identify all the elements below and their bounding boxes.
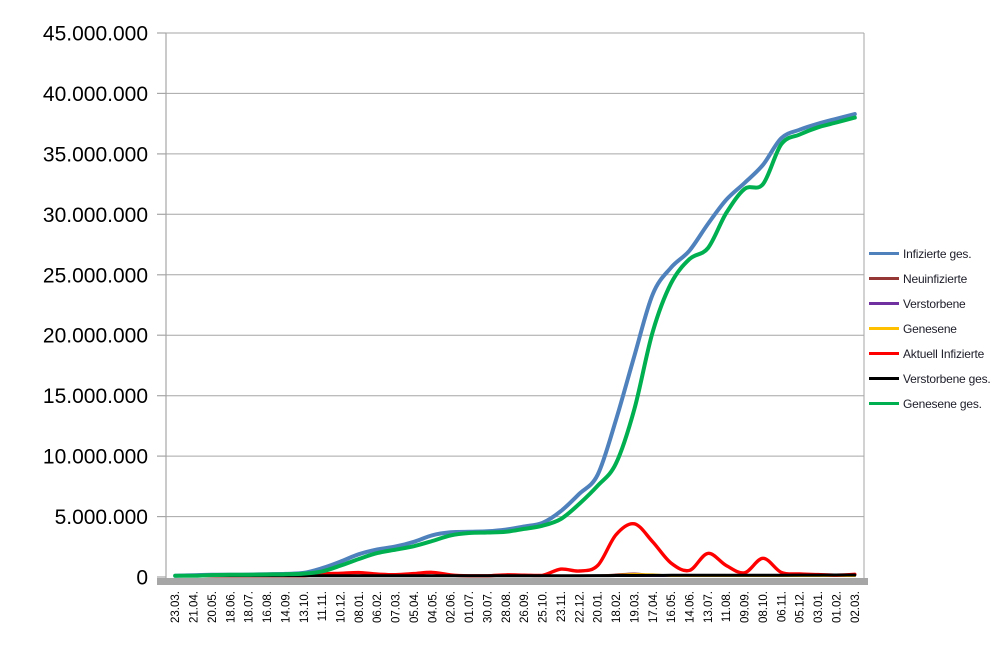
svg-text:03.01.: 03.01. (813, 591, 825, 623)
legend-label: Verstorbene (903, 296, 966, 311)
legend-line-swatch (869, 327, 899, 330)
legend-item-infizierte-ges[interactable]: Infizierte ges. (869, 241, 991, 266)
svg-text:01.02.: 01.02. (831, 591, 843, 623)
svg-text:30.07.: 30.07. (482, 591, 494, 623)
svg-text:10.12.: 10.12. (336, 591, 348, 623)
svg-text:16.05.: 16.05. (666, 591, 678, 623)
svg-text:20.05.: 20.05. (207, 591, 219, 623)
svg-text:02.06.: 02.06. (446, 591, 458, 623)
svg-text:06.02.: 06.02. (372, 591, 384, 623)
svg-text:45.000.000: 45.000.000 (43, 23, 148, 46)
legend-line-swatch (869, 352, 899, 355)
svg-text:23.03.: 23.03. (170, 591, 182, 623)
svg-text:22.12.: 22.12. (574, 591, 586, 623)
svg-text:5.000.000: 5.000.000 (55, 506, 148, 529)
svg-text:18.07.: 18.07. (244, 591, 256, 623)
svg-text:07.03.: 07.03. (391, 591, 403, 623)
svg-text:04.05.: 04.05. (427, 591, 439, 623)
svg-text:05.04.: 05.04. (409, 591, 421, 623)
legend-label: Verstorbene ges. (903, 371, 991, 386)
legend-label: Genesene (903, 321, 957, 336)
svg-text:40.000.000: 40.000.000 (43, 83, 148, 106)
legend-label: Aktuell Infizierte (903, 346, 985, 361)
svg-text:18.06.: 18.06. (225, 591, 237, 623)
legend-item-aktuell-infizierte[interactable]: Aktuell Infizierte (869, 341, 991, 366)
svg-text:26.09.: 26.09. (519, 591, 531, 623)
legend-line-swatch (869, 302, 899, 305)
legend-label: Genesene ges. (903, 396, 982, 411)
svg-text:13.07.: 13.07. (703, 591, 715, 623)
svg-text:14.06.: 14.06. (685, 591, 697, 623)
svg-text:25.000.000: 25.000.000 (43, 264, 148, 287)
legend-line-swatch (869, 377, 899, 380)
svg-text:06.11.: 06.11. (776, 591, 788, 622)
legend-item-genesene-ges[interactable]: Genesene ges. (869, 391, 991, 416)
series-line-infizierte-ges[interactable] (173, 112, 857, 578)
y-gridlines (166, 32, 864, 518)
legend-item-neuinfizierte[interactable]: Neuinfizierte (869, 266, 991, 291)
svg-text:25.10.: 25.10. (538, 591, 550, 623)
svg-text:23.11.: 23.11. (556, 591, 568, 622)
svg-text:35.000.000: 35.000.000 (43, 143, 148, 166)
y-axis-ticks (157, 32, 166, 578)
svg-text:13.10.: 13.10. (299, 591, 311, 623)
legend-item-verstorbene-ges[interactable]: Verstorbene ges. (869, 366, 991, 391)
svg-text:09.09.: 09.09. (740, 591, 752, 623)
svg-text:11.11.: 11.11. (317, 591, 329, 621)
legend-label: Infizierte ges. (903, 246, 972, 261)
svg-text:01.07.: 01.07. (464, 591, 476, 623)
legend-line-swatch (869, 402, 899, 405)
svg-text:20.01.: 20.01. (593, 591, 605, 623)
y-axis-labels: 45.000.000 40.000.000 35.000.000 30.000.000… (43, 23, 148, 590)
svg-text:0: 0 (136, 567, 148, 590)
svg-text:02.03.: 02.03. (850, 591, 862, 623)
legend-line-swatch (869, 277, 899, 280)
legend-line-swatch (869, 252, 899, 255)
x-axis-labels: 23.03. 21.04. 20.05. 18.06. 18.07. 16.08. 14.0… (170, 591, 862, 623)
svg-text:20.000.000: 20.000.000 (43, 325, 148, 348)
legend-item-verstorbene[interactable]: Verstorbene (869, 291, 991, 316)
legend: Infizierte ges. Neuinfizierte Verstorben… (869, 241, 991, 416)
svg-text:08.10.: 08.10. (758, 591, 770, 623)
svg-text:15.000.000: 15.000.000 (43, 385, 148, 408)
svg-text:14.09.: 14.09. (280, 591, 292, 623)
svg-text:05.12.: 05.12. (795, 591, 807, 623)
svg-text:16.08.: 16.08. (262, 591, 274, 623)
legend-item-genesene[interactable]: Genesene (869, 316, 991, 341)
svg-text:18.02.: 18.02. (611, 591, 623, 623)
svg-text:21.04.: 21.04. (189, 591, 201, 623)
svg-text:08.01.: 08.01. (354, 591, 366, 623)
x-axis-bar (157, 578, 868, 585)
svg-text:28.08.: 28.08. (501, 591, 513, 623)
svg-text:11.08.: 11.08. (721, 591, 733, 622)
series-line-genesene-ges[interactable] (173, 115, 857, 578)
svg-text:19.03.: 19.03. (629, 591, 641, 623)
svg-text:10.000.000: 10.000.000 (43, 446, 148, 469)
svg-text:17.04.: 17.04. (648, 591, 660, 623)
legend-label: Neuinfizierte (903, 271, 968, 286)
svg-text:30.000.000: 30.000.000 (43, 204, 148, 227)
